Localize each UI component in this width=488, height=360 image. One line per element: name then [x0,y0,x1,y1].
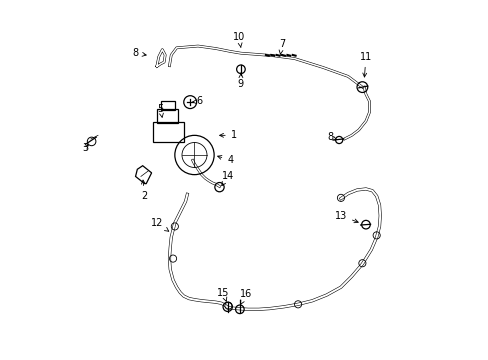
Text: 12: 12 [150,218,168,231]
Text: 7: 7 [278,39,285,55]
Text: 9: 9 [237,73,244,89]
Text: 2: 2 [141,180,147,201]
Text: 5: 5 [157,104,163,117]
Text: 3: 3 [82,143,88,153]
Text: 13: 13 [334,211,358,223]
Text: 1: 1 [219,130,236,140]
Text: 15: 15 [217,288,229,301]
Text: 14: 14 [221,171,233,186]
Text: 6: 6 [192,96,203,107]
Text: 8: 8 [132,48,146,58]
Text: 16: 16 [240,289,252,304]
Text: 4: 4 [217,156,233,165]
Text: 11: 11 [359,52,371,77]
Text: 8: 8 [326,132,336,142]
Text: 10: 10 [233,32,245,48]
